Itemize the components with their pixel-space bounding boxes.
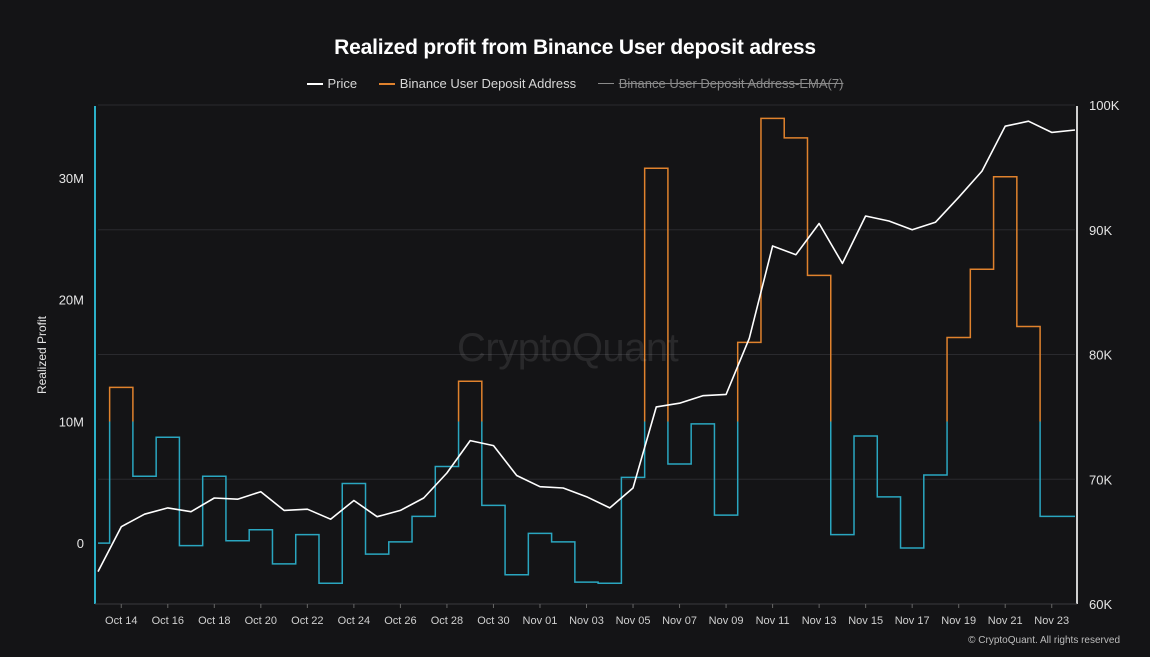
- x-tick-label-1: Oct 16: [152, 615, 184, 627]
- legend-item-price[interactable]: Price: [306, 76, 358, 92]
- right-tick-label-3: 90K: [1089, 223, 1112, 238]
- x-tick-label-10: Nov 03: [569, 615, 604, 627]
- legend-item-binance-deposit[interactable]: Binance User Deposit Address: [378, 76, 577, 92]
- x-tick-label-2: Oct 18: [198, 615, 230, 627]
- x-tick-label-0: Oct 14: [105, 615, 137, 627]
- x-tick-label-14: Nov 11: [756, 615, 790, 627]
- x-tick-label-18: Nov 19: [941, 615, 976, 627]
- x-tick-label-5: Oct 24: [338, 615, 370, 627]
- right-tick-label-0: 60K: [1089, 597, 1112, 612]
- x-tick-label-20: Nov 23: [1034, 615, 1069, 627]
- right-tick-label-1: 70K: [1089, 472, 1112, 487]
- watermark-text: CryptoQuant: [457, 326, 679, 370]
- copyright-text: © CryptoQuant. All rights reserved: [968, 635, 1120, 646]
- series-price-line: [97, 120, 1076, 572]
- legend-item-binance-deposit-ema[interactable]: Binance User Deposit Address-EMA(7): [597, 76, 844, 92]
- legend-label-binance-deposit-ema: Binance User Deposit Address-EMA(7): [618, 76, 844, 92]
- x-tick-label-16: Nov 15: [848, 615, 883, 627]
- right-tick-label-2: 80K: [1089, 348, 1112, 363]
- series-layer: [97, 117, 1076, 585]
- x-tick-label-8: Oct 30: [477, 615, 509, 627]
- x-tick-label-19: Nov 21: [988, 615, 1023, 627]
- tick-labels: 0 10M 20M 30M 60K 70K 80K 90K 100K Realized Profi…: [35, 98, 1120, 627]
- legend-swatch-binance-deposit: [378, 82, 395, 85]
- x-tick-label-3: Oct 20: [245, 615, 277, 627]
- x-tick-label-4: Oct 22: [291, 615, 323, 627]
- x-tick-label-13: Nov 09: [709, 615, 744, 627]
- left-tick-label-0: 0: [77, 536, 84, 551]
- x-tick-label-12: Nov 07: [662, 615, 697, 627]
- legend-swatch-binance-deposit-ema: [597, 83, 614, 85]
- x-tick-label-6: Oct 26: [384, 615, 416, 627]
- axes: [94, 106, 1078, 608]
- chart-title: Realized profit from Binance User deposi…: [334, 36, 816, 59]
- series-binance-deposit-below: [98, 421, 1075, 585]
- legend-label-binance-deposit: Binance User Deposit Address: [399, 76, 577, 92]
- left-tick-label-3: 30M: [59, 171, 84, 186]
- left-tick-label-2: 20M: [59, 293, 84, 308]
- x-tick-label-17: Nov 17: [895, 615, 930, 627]
- right-tick-label-4: 100K: [1089, 98, 1120, 113]
- x-tick-label-11: Nov 05: [616, 615, 651, 627]
- x-tick-label-15: Nov 13: [802, 615, 837, 627]
- x-tick-label-9: Nov 01: [523, 615, 558, 627]
- y-axis-label: Realized Profit: [35, 315, 49, 394]
- left-tick-label-1: 10M: [59, 414, 84, 429]
- x-tick-label-7: Oct 28: [431, 615, 463, 627]
- legend-label-price: Price: [327, 76, 358, 92]
- legend: Price Binance User Deposit Address Binan…: [0, 75, 1150, 91]
- legend-swatch-price: [306, 82, 323, 85]
